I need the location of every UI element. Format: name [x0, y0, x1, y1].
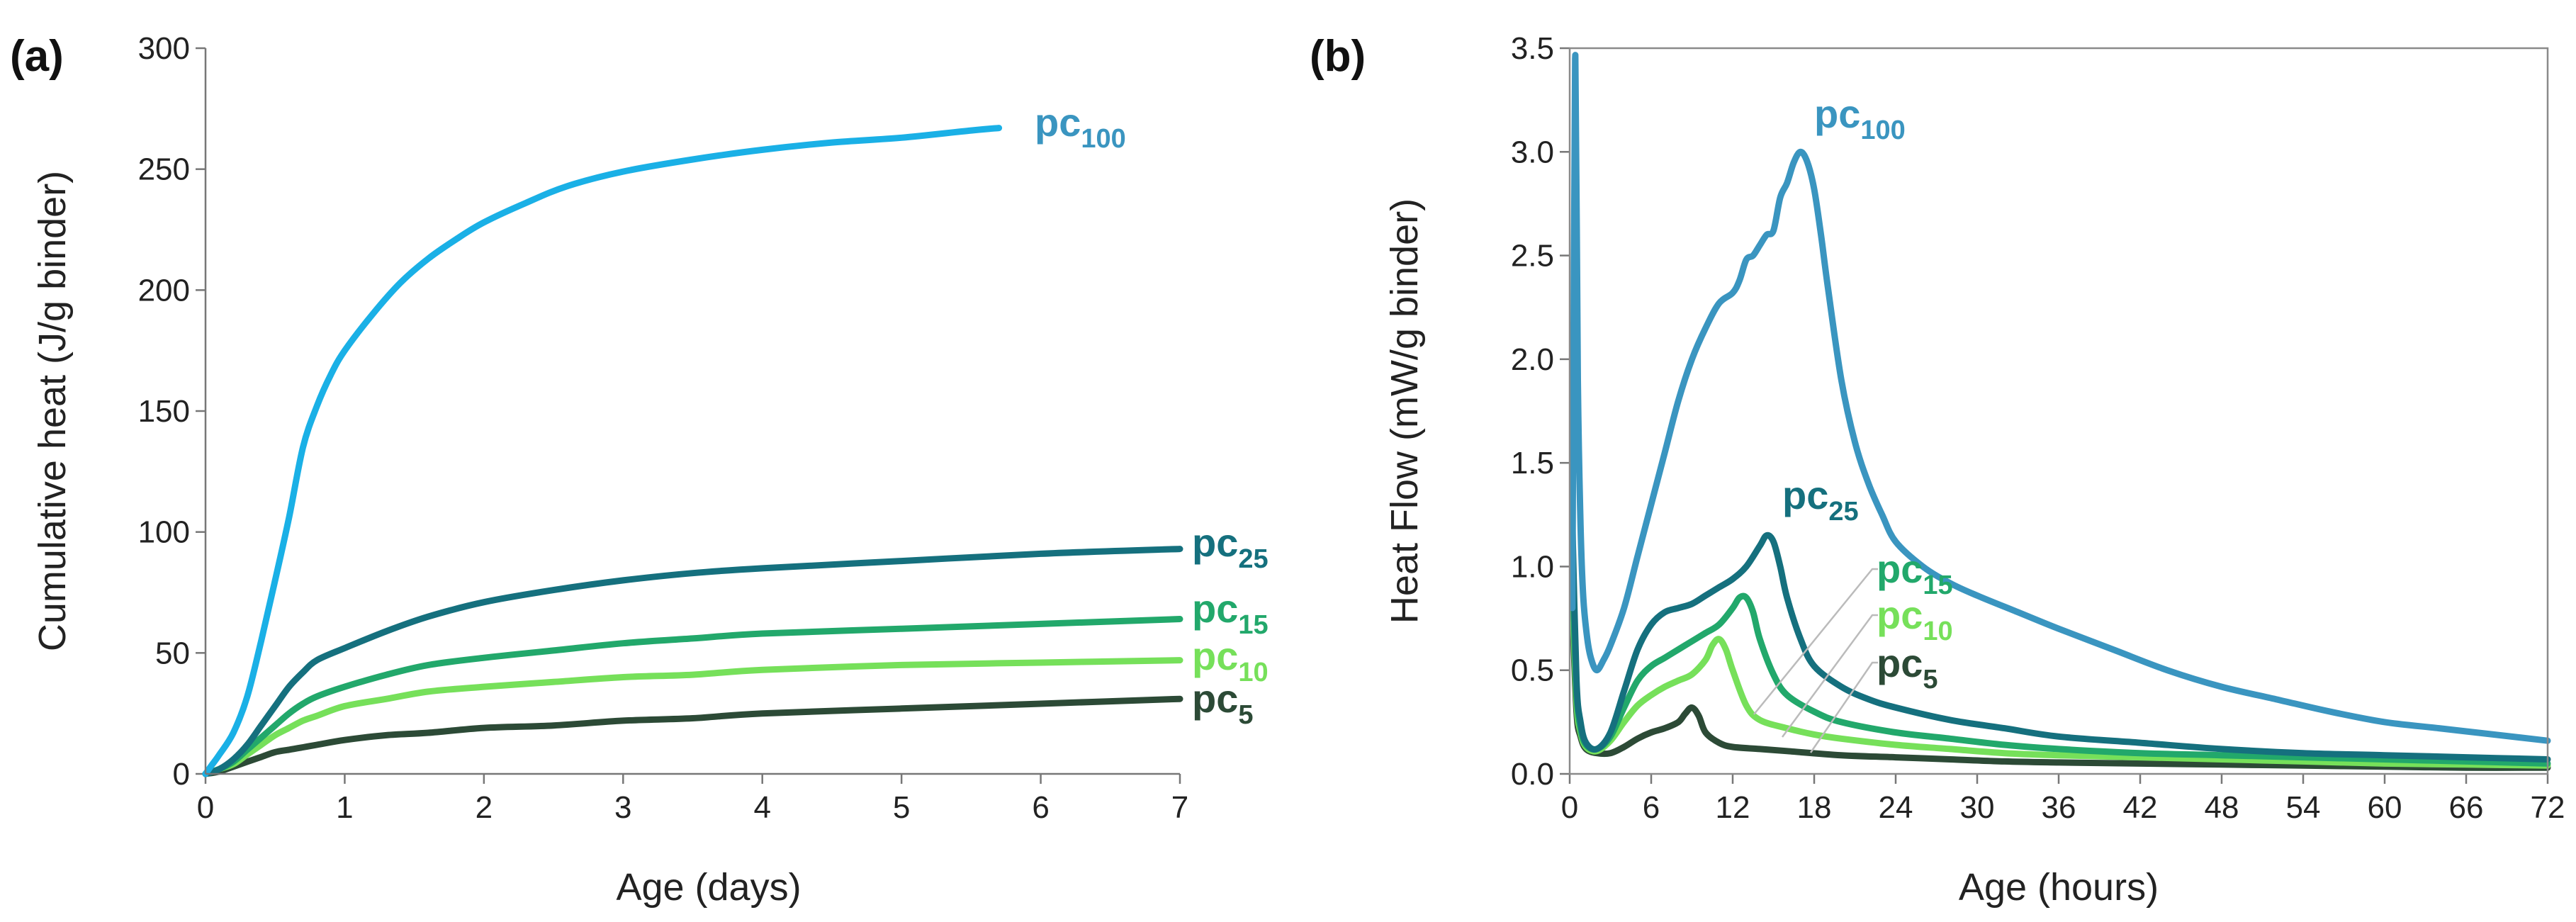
panel-a-label-pc25: pc25: [1192, 520, 1269, 574]
panel-a-x-tick-label: 0: [197, 790, 214, 825]
panel-a-x-tick-label: 5: [893, 790, 910, 825]
panel-b-label-pc5: pc5: [1877, 641, 1938, 695]
panel-b-x-tick-label: 66: [2449, 790, 2484, 825]
panel-a-series-line-pc5: [202, 695, 1183, 777]
panel-b-y-tick-label: 2.0: [1511, 342, 1554, 377]
panel-a-x-axis-title: Age (days): [616, 866, 801, 909]
panel-a-series: [202, 125, 1183, 777]
panel-a-x-tick-label: 2: [476, 790, 493, 825]
panel-a-y-axis-title: Cumulative heat (J/g binder): [31, 171, 74, 651]
panel-b-y-tick-label: 0.0: [1511, 757, 1554, 792]
panel-b-y-tick-label: 3.5: [1511, 31, 1554, 66]
panel-b-y-tick-label: 1.5: [1511, 446, 1554, 480]
panel-b-y-tick-label: 2.5: [1511, 239, 1554, 274]
panel-a-y-tick-label: 0: [173, 757, 190, 792]
panel-b-leader-pc15: [1753, 568, 1878, 715]
panel-b-y-axis-title: Heat Flow (mW/g binder): [1383, 198, 1426, 624]
panel-a-series-line-pc15: [202, 616, 1183, 777]
panel-a-y-tick-label: 250: [138, 152, 190, 187]
panel-a-label-pc100: pc100: [1035, 100, 1126, 154]
panel-a-label-pc10: pc10: [1192, 634, 1269, 687]
panel-a-x-tick-label: 6: [1032, 790, 1049, 825]
panel-b-x-tick-label: 60: [2368, 790, 2402, 825]
panel-a-series-line-pc100: [202, 125, 1003, 777]
panel-b-label: (b): [1310, 32, 1366, 81]
panel-b-leader-pc10: [1781, 614, 1878, 738]
panel-a-label: (a): [10, 32, 64, 81]
panel-a-label-pc5: pc5: [1192, 676, 1254, 730]
panel-a-x-tick-label: 1: [336, 790, 353, 825]
panel-b-x-tick-label: 30: [1960, 790, 1995, 825]
panel-b-y-tick-label: 3.0: [1511, 135, 1554, 169]
panel-b-leader-pc5: [1809, 661, 1878, 753]
panel-a-y-tick-label: 50: [155, 636, 190, 670]
panel-b-x-tick-label: 54: [2286, 790, 2321, 825]
panel-b-label-pc10: pc10: [1877, 592, 1953, 646]
panel-b-series-line-pc5: [1569, 605, 2551, 771]
panel-b-label-pc15: pc15: [1877, 546, 1953, 600]
panel-a-series-line-pc10: [202, 657, 1183, 777]
panel-a-ticks: 0 1 2 3 4 5 6 7 0 50 100 150 200 250 300: [138, 31, 1189, 825]
panel-a-y-tick-label: 100: [138, 515, 190, 550]
panel-b-x-tick-label: 18: [1797, 790, 1832, 825]
panel-a-y-tick-label: 300: [138, 31, 190, 66]
panel-a-x-tick-label: 7: [1171, 790, 1188, 825]
panel-b-series: [1569, 52, 2551, 771]
panel-b-x-axis-title: Age (hours): [1959, 866, 2159, 909]
panel-b-x-tick-label: 12: [1716, 790, 1750, 825]
panel-b-y-tick-label: 0.5: [1511, 653, 1554, 688]
panel-b-x-tick-label: 6: [1643, 790, 1660, 825]
panel-b-x-tick-label: 42: [2123, 790, 2158, 825]
panel-a-cumulative-heat-chart: (a) 0 1 2 3 4 5 6 7 0 50 100 150 200 250 300 Age (days…: [10, 31, 1269, 909]
panel-b-y-tick-label: 1.0: [1511, 549, 1554, 584]
panel-a-label-pc15: pc15: [1192, 586, 1269, 640]
panel-b-series-line-pc100: [1569, 52, 2551, 744]
panel-a-series-line-pc25: [202, 546, 1183, 777]
panel-b-x-tick-label: 48: [2205, 790, 2239, 825]
panel-a-y-tick-label: 200: [138, 273, 190, 308]
panel-a-x-tick-label: 3: [614, 790, 631, 825]
panel-b-series-line-pc25: [1569, 522, 2551, 763]
panel-b-plot-frame: [1568, 47, 2549, 775]
panel-b-heat-flow-chart: (b) 0 6 12 18 24 30 36 42 48 54 60 66 72 0.0 0.5 1.0 1.5…: [1310, 31, 2565, 909]
panel-b-label-pc25: pc25: [1782, 473, 1859, 527]
panel-b-ticks: 0 6 12 18 24 30 36 42 48 54 60 66 72 0.0 0.5 1.0 1.5 2.0 2…: [1511, 31, 2565, 825]
panel-b-x-tick-label: 72: [2531, 790, 2565, 825]
panel-b-x-tick-label: 36: [2042, 790, 2076, 825]
panel-b-label-pc100: pc100: [1814, 91, 1906, 145]
panel-b-x-tick-label: 24: [1879, 790, 1913, 825]
panel-a-y-tick-label: 150: [138, 394, 190, 429]
panel-a-x-tick-label: 4: [753, 790, 770, 825]
panel-b-x-tick-label: 0: [1561, 790, 1578, 825]
